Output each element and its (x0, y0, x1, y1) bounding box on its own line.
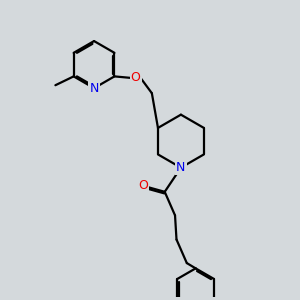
Text: O: O (139, 179, 148, 192)
Text: N: N (176, 161, 186, 174)
Text: O: O (131, 71, 141, 84)
Text: N: N (89, 82, 99, 95)
